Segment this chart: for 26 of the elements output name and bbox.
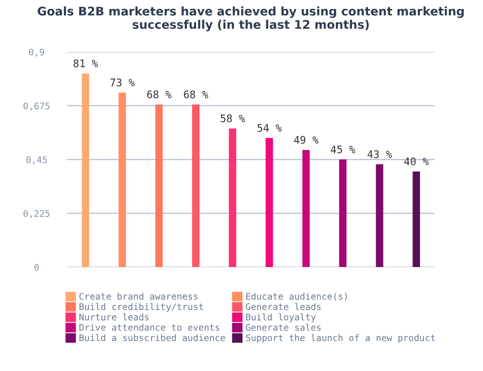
- data-label: 49 %: [294, 136, 318, 144]
- data-label: 68 %: [184, 90, 208, 98]
- data-label: 43 %: [368, 150, 392, 158]
- legend-label: Nurture leads: [79, 313, 149, 320]
- data-label: 45 %: [330, 146, 356, 154]
- data-label: 54 %: [257, 124, 282, 132]
- legend-label: Build loyalty: [246, 313, 316, 322]
- y-tick-label: 0,9: [29, 48, 44, 57]
- data-label: 73 %: [110, 78, 135, 86]
- y-tick-label: 0,225: [24, 210, 50, 218]
- legend-label: Educate audience(s): [246, 292, 347, 301]
- data-label: 68 %: [147, 90, 172, 98]
- legend-label: Drive attendance to events: [79, 324, 220, 331]
- legend-label: Build a subscribed audience: [80, 334, 226, 342]
- y-tick-label: 0: [34, 264, 39, 271]
- data-label: 40 %: [404, 157, 429, 166]
- y-tick-label: 0,675: [24, 102, 50, 110]
- data-label: 81 %: [74, 59, 98, 68]
- legend-label: Support the launch of a new product: [246, 334, 435, 343]
- legend-label: Build credibility/trust: [80, 303, 203, 312]
- y-tick-label: 0,45: [26, 156, 47, 164]
- chart-title: Goals B2B marketers have achieved by using content marketing successfully (in the last 12 months): [38, 6, 464, 32]
- legend-label: Generate leads: [246, 303, 321, 310]
- data-label: 58 %: [220, 114, 245, 122]
- legend-label: Generate sales: [246, 324, 321, 331]
- legend-label: Create brand awareness: [79, 292, 198, 300]
